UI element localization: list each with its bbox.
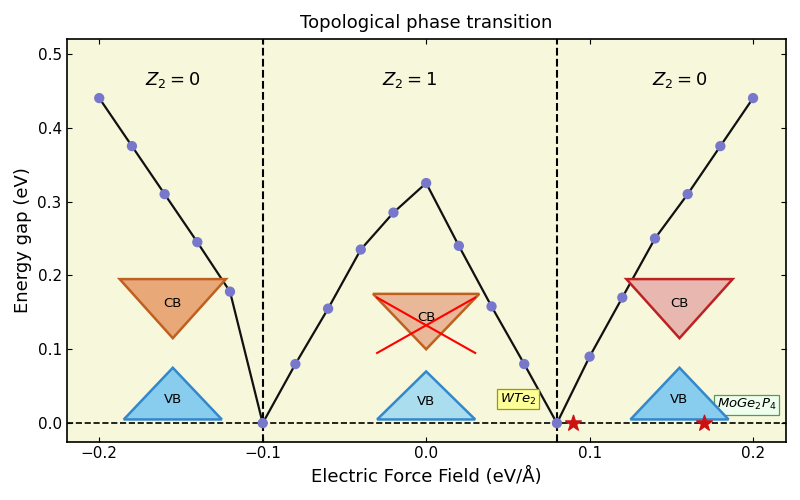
Text: VB: VB xyxy=(670,394,689,406)
Polygon shape xyxy=(626,279,733,338)
Text: $WTe_2$: $WTe_2$ xyxy=(500,392,536,406)
Point xyxy=(485,302,498,310)
Point xyxy=(714,142,726,150)
Point xyxy=(746,94,759,102)
Point xyxy=(256,419,269,427)
Point xyxy=(191,238,204,246)
Point xyxy=(616,294,629,302)
Title: Topological phase transition: Topological phase transition xyxy=(300,14,552,32)
Text: $MoGe_2P_4$: $MoGe_2P_4$ xyxy=(717,398,777,412)
Point xyxy=(224,288,237,296)
X-axis label: Electric Force Field (eV/Å): Electric Force Field (eV/Å) xyxy=(311,467,542,486)
Point xyxy=(583,352,596,360)
Text: $Z_2 = 0$: $Z_2 = 0$ xyxy=(145,70,201,89)
Text: CB: CB xyxy=(417,310,435,324)
Text: VB: VB xyxy=(164,394,182,406)
Polygon shape xyxy=(373,294,479,350)
Point xyxy=(158,190,171,198)
Text: CB: CB xyxy=(164,298,182,310)
Polygon shape xyxy=(124,368,222,420)
Polygon shape xyxy=(120,279,226,338)
Point xyxy=(698,419,710,427)
Point xyxy=(289,360,302,368)
Point xyxy=(518,360,530,368)
Point xyxy=(453,242,466,250)
Point xyxy=(649,234,662,242)
Text: CB: CB xyxy=(670,298,689,310)
Point xyxy=(682,190,694,198)
Point xyxy=(387,208,400,216)
Y-axis label: Energy gap (eV): Energy gap (eV) xyxy=(14,168,32,313)
Point xyxy=(420,179,433,187)
Polygon shape xyxy=(377,372,475,420)
Point xyxy=(93,94,106,102)
Point xyxy=(550,419,563,427)
Point xyxy=(354,246,367,254)
Text: $Z_2 = 1$: $Z_2 = 1$ xyxy=(382,70,438,89)
Point xyxy=(322,304,334,312)
Text: $Z_2 = 0$: $Z_2 = 0$ xyxy=(652,70,707,89)
Text: VB: VB xyxy=(417,394,435,407)
Point xyxy=(126,142,138,150)
Polygon shape xyxy=(630,368,729,420)
Point xyxy=(567,419,580,427)
